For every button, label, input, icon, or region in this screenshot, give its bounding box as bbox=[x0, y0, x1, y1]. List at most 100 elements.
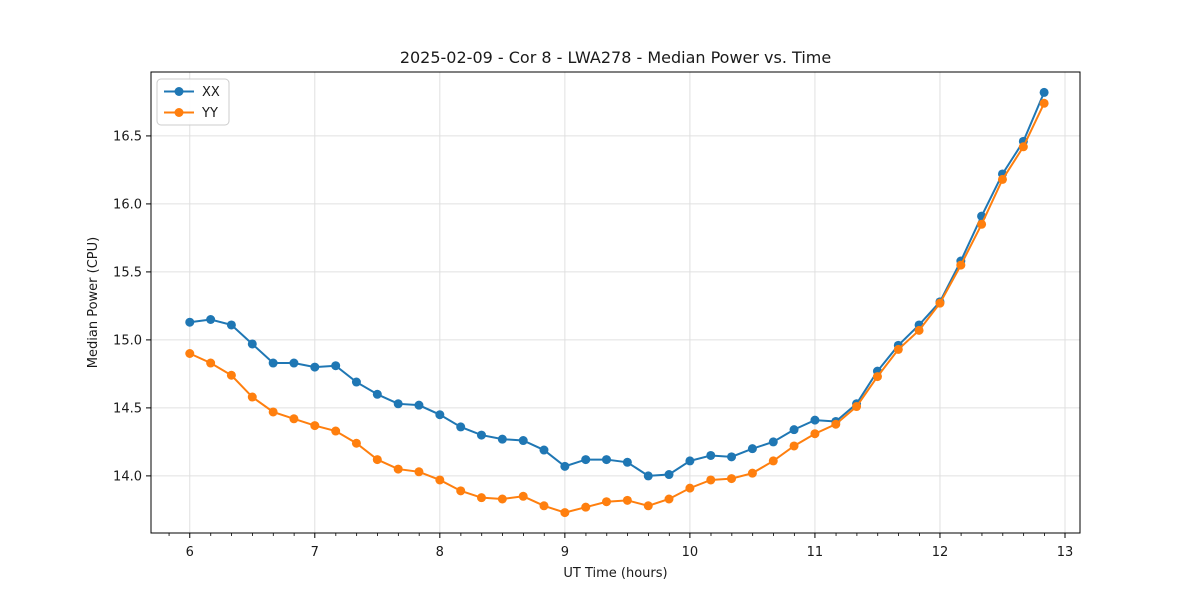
data-point-yy bbox=[247, 392, 257, 402]
data-point-yy bbox=[872, 372, 882, 382]
data-point-yy bbox=[185, 348, 195, 358]
y-tick-label: 15.0 bbox=[113, 333, 142, 348]
data-point-xx bbox=[393, 399, 403, 409]
data-point-xx bbox=[560, 461, 570, 471]
data-point-xx bbox=[727, 452, 737, 462]
data-point-yy bbox=[206, 358, 216, 368]
y-axis-label: Median Power (CPU) bbox=[86, 237, 101, 368]
data-point-xx bbox=[268, 358, 278, 368]
data-point-xx bbox=[622, 457, 632, 467]
data-point-xx bbox=[768, 437, 778, 447]
data-point-xx bbox=[456, 422, 466, 432]
data-point-yy bbox=[956, 260, 966, 270]
data-point-xx bbox=[664, 470, 674, 480]
data-point-yy bbox=[852, 402, 862, 412]
data-point-yy bbox=[226, 370, 236, 380]
y-tick-label: 16.5 bbox=[113, 129, 142, 144]
data-point-xx bbox=[685, 456, 695, 466]
series-line-xx bbox=[189, 92, 1046, 477]
data-point-yy bbox=[414, 467, 424, 477]
data-point-xx bbox=[539, 445, 549, 455]
data-point-yy bbox=[456, 486, 466, 496]
x-tick-label: 12 bbox=[932, 545, 949, 560]
data-point-xx bbox=[581, 455, 591, 465]
data-point-xx bbox=[476, 430, 486, 440]
data-point-yy bbox=[810, 429, 820, 439]
chart-title: 2025-02-09 - Cor 8 - LWA278 - Median Pow… bbox=[399, 48, 832, 67]
legend-label: YY bbox=[201, 106, 218, 121]
data-point-yy bbox=[539, 501, 549, 511]
data-point-xx bbox=[497, 434, 507, 444]
data-point-xx bbox=[518, 436, 528, 446]
axes-spines bbox=[150, 71, 1081, 534]
data-point-xx bbox=[789, 425, 799, 435]
data-point-xx bbox=[372, 389, 382, 399]
x-tick-label: 8 bbox=[436, 545, 444, 560]
data-point-xx bbox=[185, 317, 195, 327]
data-point-xx bbox=[810, 415, 820, 425]
data-point-yy bbox=[935, 298, 945, 308]
data-point-xx bbox=[289, 358, 299, 368]
data-point-xx bbox=[310, 362, 320, 372]
legend-marker bbox=[174, 108, 184, 117]
data-point-yy bbox=[268, 407, 278, 417]
data-point-yy bbox=[747, 468, 757, 478]
legend-label: XX bbox=[202, 85, 220, 100]
data-point-xx bbox=[643, 471, 653, 481]
y-tick-label: 16.0 bbox=[113, 197, 142, 212]
x-tick-label: 10 bbox=[682, 545, 699, 560]
x-tick-label: 13 bbox=[1057, 545, 1074, 560]
x-tick-label: 6 bbox=[186, 545, 194, 560]
x-tick-label: 11 bbox=[807, 545, 824, 560]
data-point-yy bbox=[518, 491, 528, 501]
data-point-yy bbox=[435, 475, 445, 485]
data-point-yy bbox=[1039, 98, 1049, 108]
x-axis-label: UT Time (hours) bbox=[563, 566, 667, 581]
data-point-yy bbox=[664, 494, 674, 504]
data-point-xx bbox=[247, 339, 257, 349]
data-point-yy bbox=[997, 174, 1007, 184]
data-point-yy bbox=[393, 464, 403, 474]
y-tick-label: 15.5 bbox=[113, 265, 142, 280]
data-point-yy bbox=[476, 493, 486, 503]
data-point-yy bbox=[831, 419, 841, 429]
data-point-xx bbox=[601, 455, 611, 465]
y-tick-label: 14.0 bbox=[113, 469, 142, 484]
data-point-yy bbox=[351, 438, 361, 448]
data-point-xx bbox=[206, 314, 216, 324]
data-point-xx bbox=[331, 361, 341, 371]
data-point-yy bbox=[1018, 142, 1028, 152]
data-point-yy bbox=[643, 501, 653, 511]
data-point-xx bbox=[414, 400, 424, 410]
data-point-yy bbox=[789, 441, 799, 451]
data-point-xx bbox=[1039, 87, 1049, 97]
x-tick-label: 9 bbox=[561, 545, 569, 560]
data-point-yy bbox=[497, 494, 507, 504]
data-point-yy bbox=[685, 483, 695, 493]
data-point-yy bbox=[601, 497, 611, 507]
data-point-yy bbox=[977, 219, 987, 229]
data-point-xx bbox=[747, 444, 757, 454]
data-point-yy bbox=[622, 495, 632, 505]
data-point-yy bbox=[727, 474, 737, 484]
data-point-yy bbox=[914, 325, 924, 335]
data-point-yy bbox=[893, 344, 903, 354]
data-point-xx bbox=[226, 320, 236, 330]
legend-marker bbox=[174, 87, 184, 96]
data-point-xx bbox=[706, 450, 716, 460]
data-point-yy bbox=[331, 426, 341, 436]
data-point-yy bbox=[581, 502, 591, 512]
data-point-yy bbox=[768, 456, 778, 466]
data-point-yy bbox=[289, 414, 299, 424]
x-tick-label: 7 bbox=[311, 545, 319, 560]
data-point-yy bbox=[372, 455, 382, 465]
data-point-xx bbox=[351, 377, 361, 387]
y-tick-label: 14.5 bbox=[113, 401, 142, 416]
data-point-yy bbox=[560, 508, 570, 518]
data-point-xx bbox=[435, 410, 445, 420]
series-line-yy bbox=[189, 102, 1046, 514]
data-point-yy bbox=[310, 421, 320, 431]
data-point-yy bbox=[706, 475, 716, 485]
